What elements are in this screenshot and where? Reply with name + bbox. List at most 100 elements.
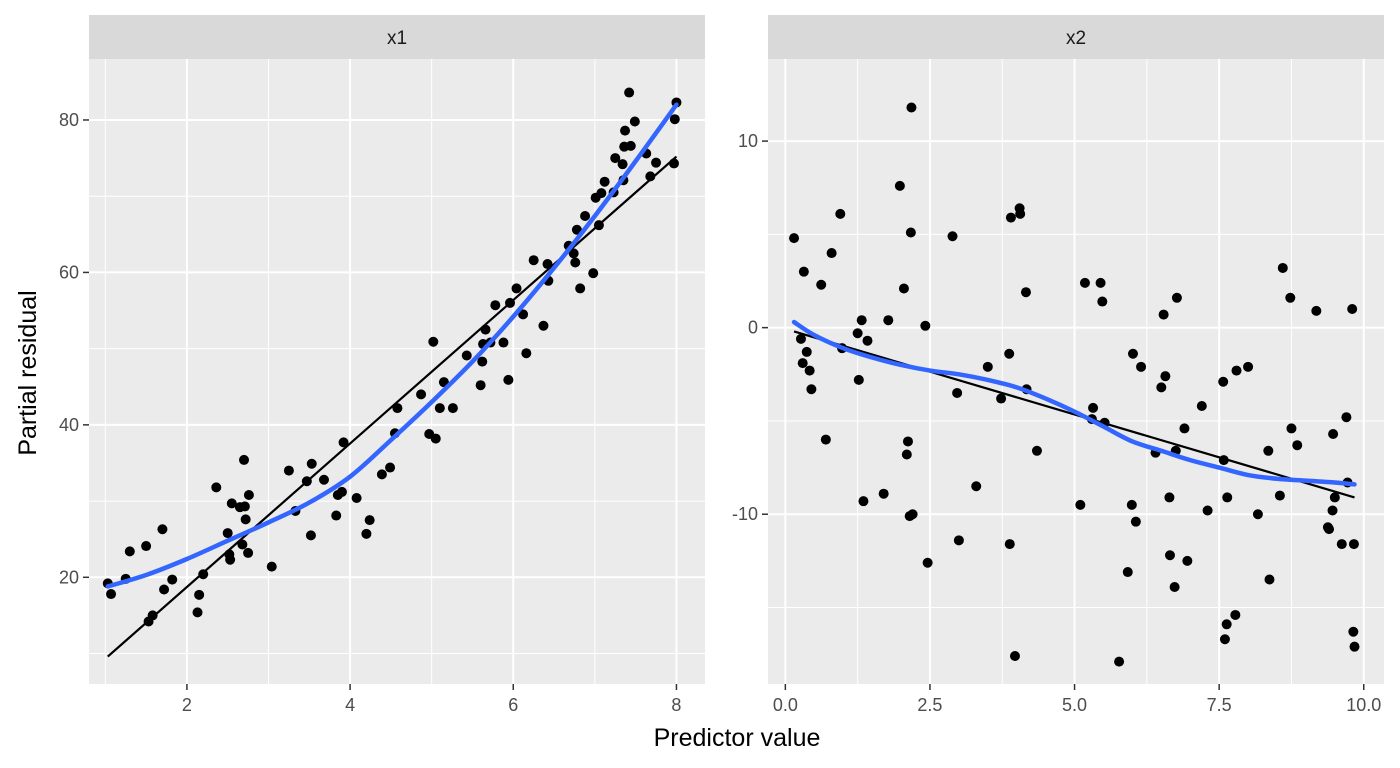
data-point	[1097, 296, 1108, 307]
panels-layer: x1 2 4 6 8 20 40 60 80 x2 0.0 2.5 5.0 7.5 10.0 -10 0 10	[59, 15, 1384, 715]
data-point	[461, 350, 472, 361]
data-point	[159, 584, 170, 595]
data-point	[434, 403, 445, 414]
data-point	[428, 336, 439, 347]
data-point	[952, 387, 963, 398]
data-point	[1264, 574, 1275, 585]
x-tick-label: 2	[182, 695, 192, 715]
y-tick-label: 20	[59, 567, 79, 587]
data-point	[331, 510, 342, 521]
data-point	[1122, 567, 1133, 578]
data-point	[1088, 402, 1099, 413]
data-point	[1336, 539, 1347, 550]
data-point	[225, 554, 236, 565]
data-point	[1329, 492, 1340, 503]
data-point	[490, 300, 501, 311]
x-axis-title: Predictor value	[654, 724, 821, 752]
data-point	[1079, 277, 1090, 288]
data-point	[167, 574, 178, 585]
data-point	[1328, 429, 1339, 439]
data-point	[852, 328, 863, 339]
data-point	[521, 348, 532, 359]
strip-label: x2	[1066, 28, 1086, 49]
data-point	[1169, 581, 1180, 592]
data-point	[898, 283, 909, 294]
data-point	[538, 320, 549, 331]
data-point	[243, 547, 254, 558]
strip-label: x1	[387, 28, 407, 49]
data-point	[1222, 492, 1233, 503]
data-point	[816, 279, 827, 290]
data-point	[1004, 348, 1015, 359]
data-point	[511, 283, 522, 294]
data-point	[528, 255, 539, 266]
data-point	[1285, 292, 1296, 303]
data-point	[239, 501, 250, 512]
data-point	[1136, 361, 1147, 372]
x-tick-label: 4	[345, 695, 355, 715]
panel-background	[768, 59, 1384, 684]
x-tick-label: 5.0	[1062, 695, 1087, 715]
data-point	[1219, 634, 1230, 645]
data-point	[1179, 423, 1190, 434]
linear-fit-line	[107, 155, 678, 658]
data-point	[996, 393, 1007, 404]
data-point	[798, 266, 809, 277]
data-point	[1130, 516, 1141, 527]
data-point	[243, 489, 254, 500]
data-point	[669, 114, 680, 125]
data-point	[1160, 371, 1171, 382]
data-point	[858, 496, 869, 507]
data-point	[862, 335, 873, 346]
data-point	[416, 389, 427, 400]
x-tick-label: 2.5	[917, 695, 942, 715]
data-point	[853, 374, 864, 385]
data-point	[883, 315, 894, 326]
data-point	[835, 208, 846, 219]
data-point	[1230, 609, 1241, 620]
panel-background	[89, 59, 705, 684]
x-tick-label: 7.5	[1207, 695, 1232, 715]
data-point	[1156, 382, 1167, 393]
data-point	[1020, 287, 1031, 298]
data-point	[1327, 505, 1338, 516]
y-tick-label: 0	[748, 318, 758, 338]
data-point	[318, 474, 329, 485]
data-point	[907, 509, 918, 520]
data-point	[801, 346, 812, 357]
data-point	[588, 268, 599, 279]
data-point	[1277, 262, 1288, 273]
data-point	[1095, 277, 1106, 288]
data-point	[194, 589, 205, 600]
data-point	[1158, 309, 1169, 320]
data-point	[306, 458, 317, 469]
data-point	[157, 524, 168, 535]
data-point	[1075, 499, 1086, 510]
data-point	[336, 486, 347, 497]
data-point	[226, 498, 237, 509]
data-point	[599, 176, 610, 187]
data-point	[971, 481, 982, 492]
data-point	[625, 140, 636, 151]
data-point	[1114, 656, 1125, 667]
data-point	[1164, 550, 1175, 561]
data-point	[1292, 440, 1303, 451]
data-point	[901, 449, 912, 460]
data-point	[1324, 524, 1335, 535]
data-point	[1348, 539, 1359, 550]
y-tick-label: 60	[59, 262, 79, 282]
data-point	[338, 437, 349, 448]
data-point	[1221, 619, 1232, 630]
data-point	[795, 333, 806, 344]
data-point	[1263, 445, 1274, 456]
data-point	[518, 309, 529, 320]
panel-x2: x2 0.0 2.5 5.0 7.5 10.0 -10 0 10	[732, 15, 1384, 715]
y-axis-title: Partial residual	[14, 290, 42, 455]
data-point	[1341, 412, 1352, 423]
data-point	[1252, 509, 1263, 520]
y-tick-label: 80	[59, 110, 79, 130]
data-point	[571, 224, 582, 235]
linear-fit-line	[793, 330, 1355, 499]
data-point	[806, 384, 817, 395]
data-point	[498, 337, 509, 348]
